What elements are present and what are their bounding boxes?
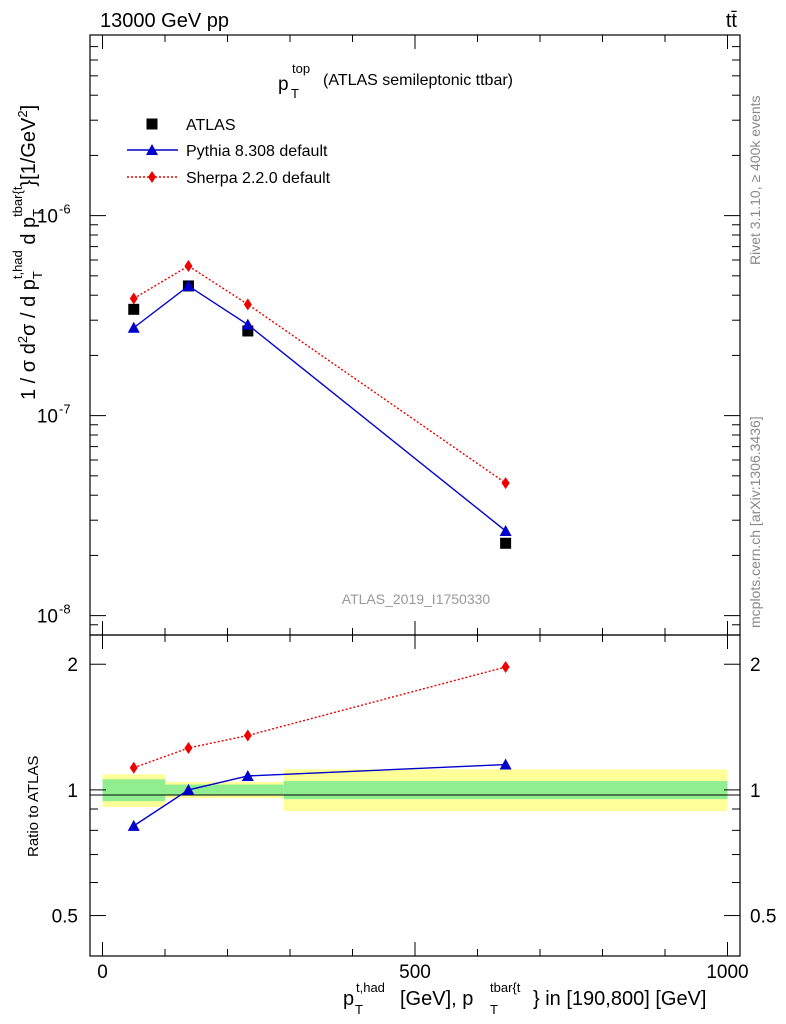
data-point-ratio [243,729,252,742]
data-point-ratio [127,819,140,831]
data-point-ratio [129,761,138,774]
data-point-main [501,477,510,490]
y-tick-label-main-exp: -7 [59,402,71,417]
data-point-main [500,537,512,549]
y-tick-label-ratio-left: 0.5 [52,907,78,928]
y-tick-label-main: 10 [37,407,58,428]
series-main [127,259,512,549]
y-tick-label-ratio-right: 1 [750,781,761,802]
y-tick-label-ratio-left: 1 [67,781,78,802]
x-tick-label: 1000 [706,962,748,983]
series-ratio [127,660,512,831]
green-band [102,779,165,802]
series-line-ratio [133,763,506,827]
data-point-main [127,321,140,333]
xlabel-p1: p [343,988,354,1010]
x-tick-label: 0 [97,962,108,983]
svg-text:1 / σ d2σ / d pTt,had d pTtbar: 1 / σ d2σ / d pTt,had d pTtbar{t}[1/GeV2… [10,105,45,400]
title-rest: (ATLAS semileptonic ttbar) [323,72,513,89]
data-point-ratio [241,769,254,781]
xlabel-sub1: T [355,1002,363,1017]
y-tick-label-main: 10 [37,207,58,228]
y-tick-label-main-exp: -6 [59,202,71,217]
legend-marker [148,171,156,183]
legend-label: Pythia 8.308 default [186,143,328,160]
y-tick-label-main: 10 [37,607,58,628]
data-point-ratio [184,741,193,754]
analysis-watermark: ATLAS_2019_I1750330 [342,591,491,607]
xlabel-sub2: T [490,1002,498,1017]
title-sup: top [292,61,310,76]
data-point-main [184,259,193,272]
plot-title: p T top (ATLAS semileptonic ttbar) [278,61,513,101]
rivet-label: Rivet 3.1.10, ≥ 400k events [747,95,763,265]
xlabel-mid: [GeV], p [400,988,473,1010]
header-left: 13000 GeV pp [100,10,229,32]
mcplots-label: mcplots.cern.ch [arXiv:1306.3436] [747,416,763,628]
legend: ATLAS Pythia 8.308 default Sherpa 2.2.0 de… [127,117,331,187]
y-axis-label-main: 1 / σ d2σ / d pTt,had d pTtbar{t}[1/GeV2… [10,105,45,400]
data-point-main [242,325,254,337]
legend-marker [146,118,158,130]
y-tick-label-ratio-right: 2 [750,655,761,676]
series-line-main [133,285,507,532]
y-axis-label-ratio: Ratio to ATLAS [25,756,42,857]
data-point-main [129,292,138,305]
data-point-ratio [182,783,195,795]
xlabel-sup2: tbar{t [490,980,521,995]
series-line-main [133,265,507,484]
data-point-ratio [501,660,510,673]
legend-marker [146,144,158,155]
data-point-main [243,298,252,311]
legend-label: ATLAS [186,117,236,134]
y-tick-label-main-exp: -8 [59,602,71,617]
x-tick-label: 500 [399,962,431,983]
uncertainty-bands [102,769,728,812]
data-point-main [182,279,195,291]
data-point-main [499,524,512,536]
green-band [283,781,728,800]
y-tick-label-ratio-right: 0.5 [750,907,776,928]
data-point-ratio [499,758,512,770]
y-tick-label-ratio-left: 2 [67,655,78,676]
legend-label: Sherpa 2.2.0 default [186,170,331,187]
data-point-main [128,303,140,315]
xlabel-sup1: t,had [356,980,385,995]
header-right: tt̄ [726,10,738,32]
title-sub: T [291,86,299,101]
green-band [211,784,284,796]
xlabel-end: } in [190,800] [GeV] [533,988,706,1010]
data-point-main [241,318,254,330]
x-axis-label: p T t,had [GeV], p T tbar{t } in [190,80… [343,980,706,1017]
title-p: p [278,74,289,95]
series-line-ratio [133,666,506,769]
